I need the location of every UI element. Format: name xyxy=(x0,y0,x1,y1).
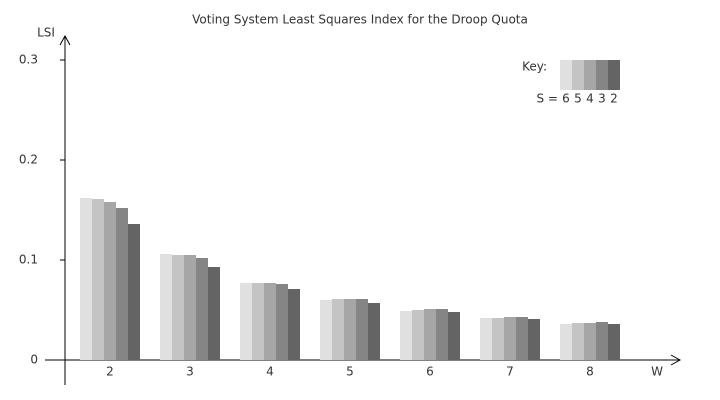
bar xyxy=(480,318,492,360)
bar xyxy=(584,323,596,360)
bar xyxy=(320,300,332,360)
bar xyxy=(172,255,184,360)
legend-title: Key: xyxy=(522,60,547,74)
bar xyxy=(252,283,264,360)
y-tick-label: 0.2 xyxy=(19,153,38,167)
y-tick-label: 0 xyxy=(30,353,38,367)
bar xyxy=(276,284,288,360)
legend-swatch xyxy=(608,60,620,90)
legend-swatch xyxy=(560,60,572,90)
bar xyxy=(608,324,620,360)
legend-label: 6 xyxy=(562,92,570,106)
y-axis xyxy=(59,34,71,385)
bar xyxy=(196,258,208,360)
bar xyxy=(288,289,300,360)
bar xyxy=(560,324,572,360)
x-tick-label: 2 xyxy=(106,365,114,379)
legend-label: 2 xyxy=(610,92,618,106)
legend-swatch xyxy=(596,60,608,90)
bar xyxy=(208,267,220,360)
x-tick-label: 6 xyxy=(426,365,434,379)
bar xyxy=(264,283,276,360)
bar xyxy=(332,299,344,360)
legend-label: 4 xyxy=(586,92,594,106)
legend-prefix: S = xyxy=(537,92,559,106)
bar xyxy=(92,199,104,360)
legend-label: 5 xyxy=(574,92,582,106)
legend-label: 3 xyxy=(598,92,606,106)
x-tick-label: 4 xyxy=(266,365,274,379)
chart-title: Voting System Least Squares Index for th… xyxy=(192,13,528,27)
bar xyxy=(504,317,516,360)
bar xyxy=(528,319,540,360)
x-tick-label: 7 xyxy=(506,365,514,379)
bar xyxy=(240,283,252,360)
x-tick-label: 5 xyxy=(346,365,354,379)
legend-swatch xyxy=(572,60,584,90)
bar xyxy=(492,318,504,360)
bar xyxy=(516,317,528,360)
bar xyxy=(116,208,128,360)
bar xyxy=(160,254,172,360)
bar xyxy=(424,309,436,360)
bar xyxy=(400,311,412,360)
x-axis-label: W xyxy=(651,365,663,379)
bar xyxy=(572,323,584,360)
x-tick-label: 8 xyxy=(586,365,594,379)
bar xyxy=(596,322,608,360)
bar xyxy=(184,255,196,360)
y-tick-label: 0.3 xyxy=(19,53,38,67)
bar xyxy=(344,299,356,360)
bar xyxy=(80,198,92,360)
bar xyxy=(436,309,448,360)
x-tick-label: 3 xyxy=(186,365,194,379)
bar xyxy=(104,202,116,360)
bar xyxy=(128,224,140,360)
legend-swatch xyxy=(584,60,596,90)
bar xyxy=(368,303,380,360)
bar xyxy=(412,310,424,360)
bar xyxy=(448,312,460,360)
y-tick-label: 0.1 xyxy=(19,253,38,267)
bar xyxy=(356,299,368,360)
y-axis-label: LSI xyxy=(37,26,55,40)
